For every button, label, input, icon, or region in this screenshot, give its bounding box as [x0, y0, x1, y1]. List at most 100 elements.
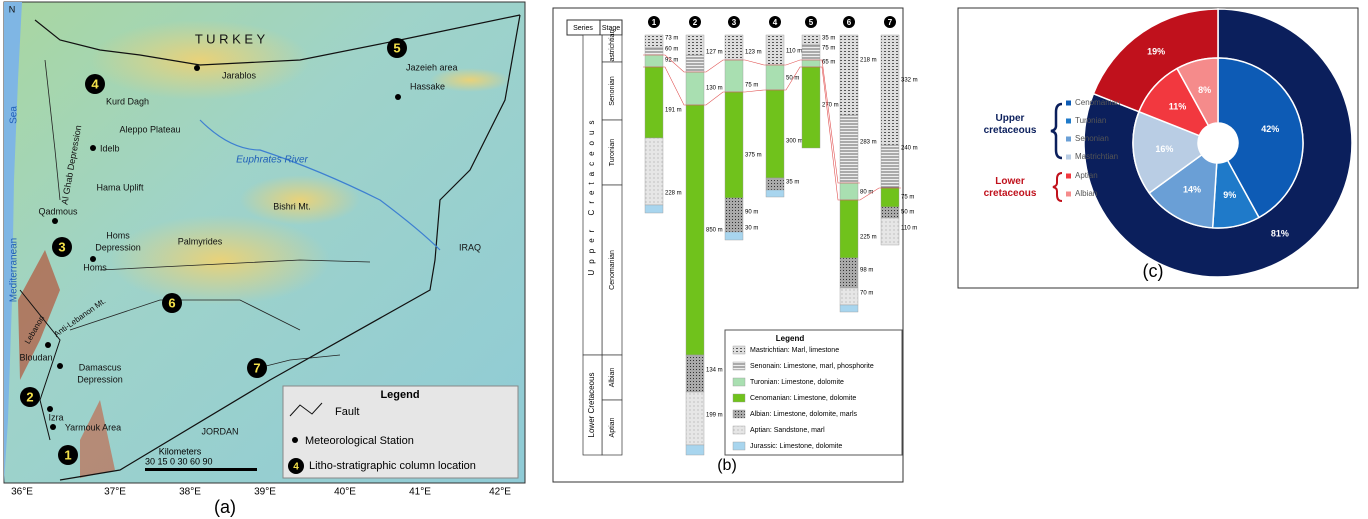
place-label: Damascus: [79, 362, 122, 372]
thickness-label: 240 m: [901, 146, 918, 152]
layer: [645, 48, 663, 55]
place-label: Hama Uplift: [96, 182, 144, 192]
layer: [766, 35, 784, 65]
thickness-label: 134 m: [706, 368, 723, 374]
thickness-label: 300 m: [786, 139, 803, 145]
stage-label: Albian: [609, 368, 616, 388]
layer: [840, 115, 858, 183]
layer: [881, 207, 899, 218]
scale-bar: [145, 468, 257, 471]
stage-label: Turonian: [609, 139, 616, 166]
place-label: Bloudan: [19, 352, 52, 362]
place-label: Bishri Mt.: [273, 201, 311, 211]
place-label: Aleppo Plateau: [119, 124, 180, 134]
donut-chart: (c) 81%19%42%9%14%16%11%8%CenomanianTuro…: [958, 8, 1358, 288]
thickness-label: 73 m: [665, 36, 678, 42]
layer: [645, 138, 663, 205]
legend-swatch: [733, 346, 745, 354]
value-label: 9%: [1223, 190, 1236, 200]
place-label: N: [9, 4, 16, 14]
layer: [802, 60, 820, 67]
stage-label: Aptian: [609, 417, 616, 437]
place-label: Jazeieh area: [406, 62, 458, 72]
longitude-label: 42°E: [489, 487, 511, 498]
layer: [840, 200, 858, 258]
layer: [840, 35, 858, 115]
legend-bullet: [1066, 192, 1071, 197]
value-label: 81%: [1271, 228, 1289, 238]
thickness-label: 98 m: [860, 268, 873, 274]
legend-swatch: [733, 442, 745, 450]
thickness-label: 850 m: [706, 228, 723, 234]
thickness-label: 191 m: [665, 108, 682, 114]
stage-label: Senonian: [609, 76, 616, 106]
stage-label: Cenomanian: [609, 250, 616, 290]
thickness-label: 90 m: [745, 210, 758, 216]
value-label: 19%: [1147, 46, 1165, 56]
place-label: Sea: [9, 106, 20, 124]
layer: [802, 45, 820, 60]
thickness-label: 225 m: [860, 235, 877, 241]
thickness-label: 30 m: [745, 226, 758, 232]
thickness-label: 75 m: [822, 46, 835, 52]
layer: [725, 198, 743, 232]
station-swatch: [292, 437, 298, 443]
value-label: 11%: [1169, 102, 1187, 112]
layer: [686, 105, 704, 355]
column-number: 5: [809, 18, 814, 27]
layer: [881, 218, 899, 245]
column-number: 5: [393, 40, 400, 55]
station: [57, 363, 63, 369]
layer: [840, 305, 858, 312]
legend-item: Senonian: [1075, 134, 1109, 143]
layer: [686, 392, 704, 445]
place-label: Depression: [77, 374, 123, 384]
legend-group: Lower cretaceous: [975, 176, 1045, 200]
legend-bullet: [1066, 155, 1071, 160]
column-number: 6: [168, 295, 175, 310]
place-label: Mediterranean: [9, 238, 20, 302]
map-legend-item: Fault: [335, 406, 359, 418]
scale-title: Kilometers: [159, 446, 202, 456]
layer: [725, 35, 743, 60]
thickness-label: 110 m: [901, 226, 917, 232]
value-label: 42%: [1261, 124, 1279, 134]
place-label: Palmyrides: [178, 236, 223, 246]
layer: [725, 232, 743, 240]
thickness-label: 199 m: [706, 413, 723, 419]
longitude-label: 37°E: [104, 487, 126, 498]
station: [52, 218, 58, 224]
longitude-label: 39°E: [254, 487, 276, 498]
layer: [840, 288, 858, 305]
layer: [802, 67, 820, 148]
layer: [645, 35, 663, 48]
column-number: 6: [847, 18, 852, 27]
map-legend-item: Litho-stratigraphic column location: [309, 460, 476, 472]
series-label: Lower Cretaceous: [587, 373, 596, 438]
longitude-label: 40°E: [334, 487, 356, 498]
legend-item: Jurassic: Limestone, dolomite: [750, 443, 842, 450]
legend-item: Aptian: Sandstone, marl: [750, 427, 825, 434]
longitude-label: 41°E: [409, 487, 431, 498]
station: [194, 65, 200, 71]
place-label: Homs: [83, 262, 107, 272]
layer: [881, 35, 899, 145]
legend-title: Legend: [776, 334, 805, 343]
layer: [881, 145, 899, 188]
column-swatch-number: 4: [293, 462, 299, 473]
column-number: 1: [64, 447, 71, 462]
column-number: 3: [732, 18, 737, 27]
value-label: 16%: [1155, 144, 1173, 154]
layer: [802, 35, 820, 45]
layer: [725, 60, 743, 92]
thickness-label: 35 m: [822, 36, 835, 42]
place-label: Izra: [48, 412, 63, 422]
layer: [645, 55, 663, 67]
thickness-label: 228 m: [665, 191, 682, 197]
place-label: Homs: [106, 230, 130, 240]
longitude-label: 38°E: [179, 487, 201, 498]
place-label: Jarablos: [222, 70, 257, 80]
column-number: 2: [693, 18, 698, 27]
station: [50, 424, 56, 430]
layer: [840, 258, 858, 288]
